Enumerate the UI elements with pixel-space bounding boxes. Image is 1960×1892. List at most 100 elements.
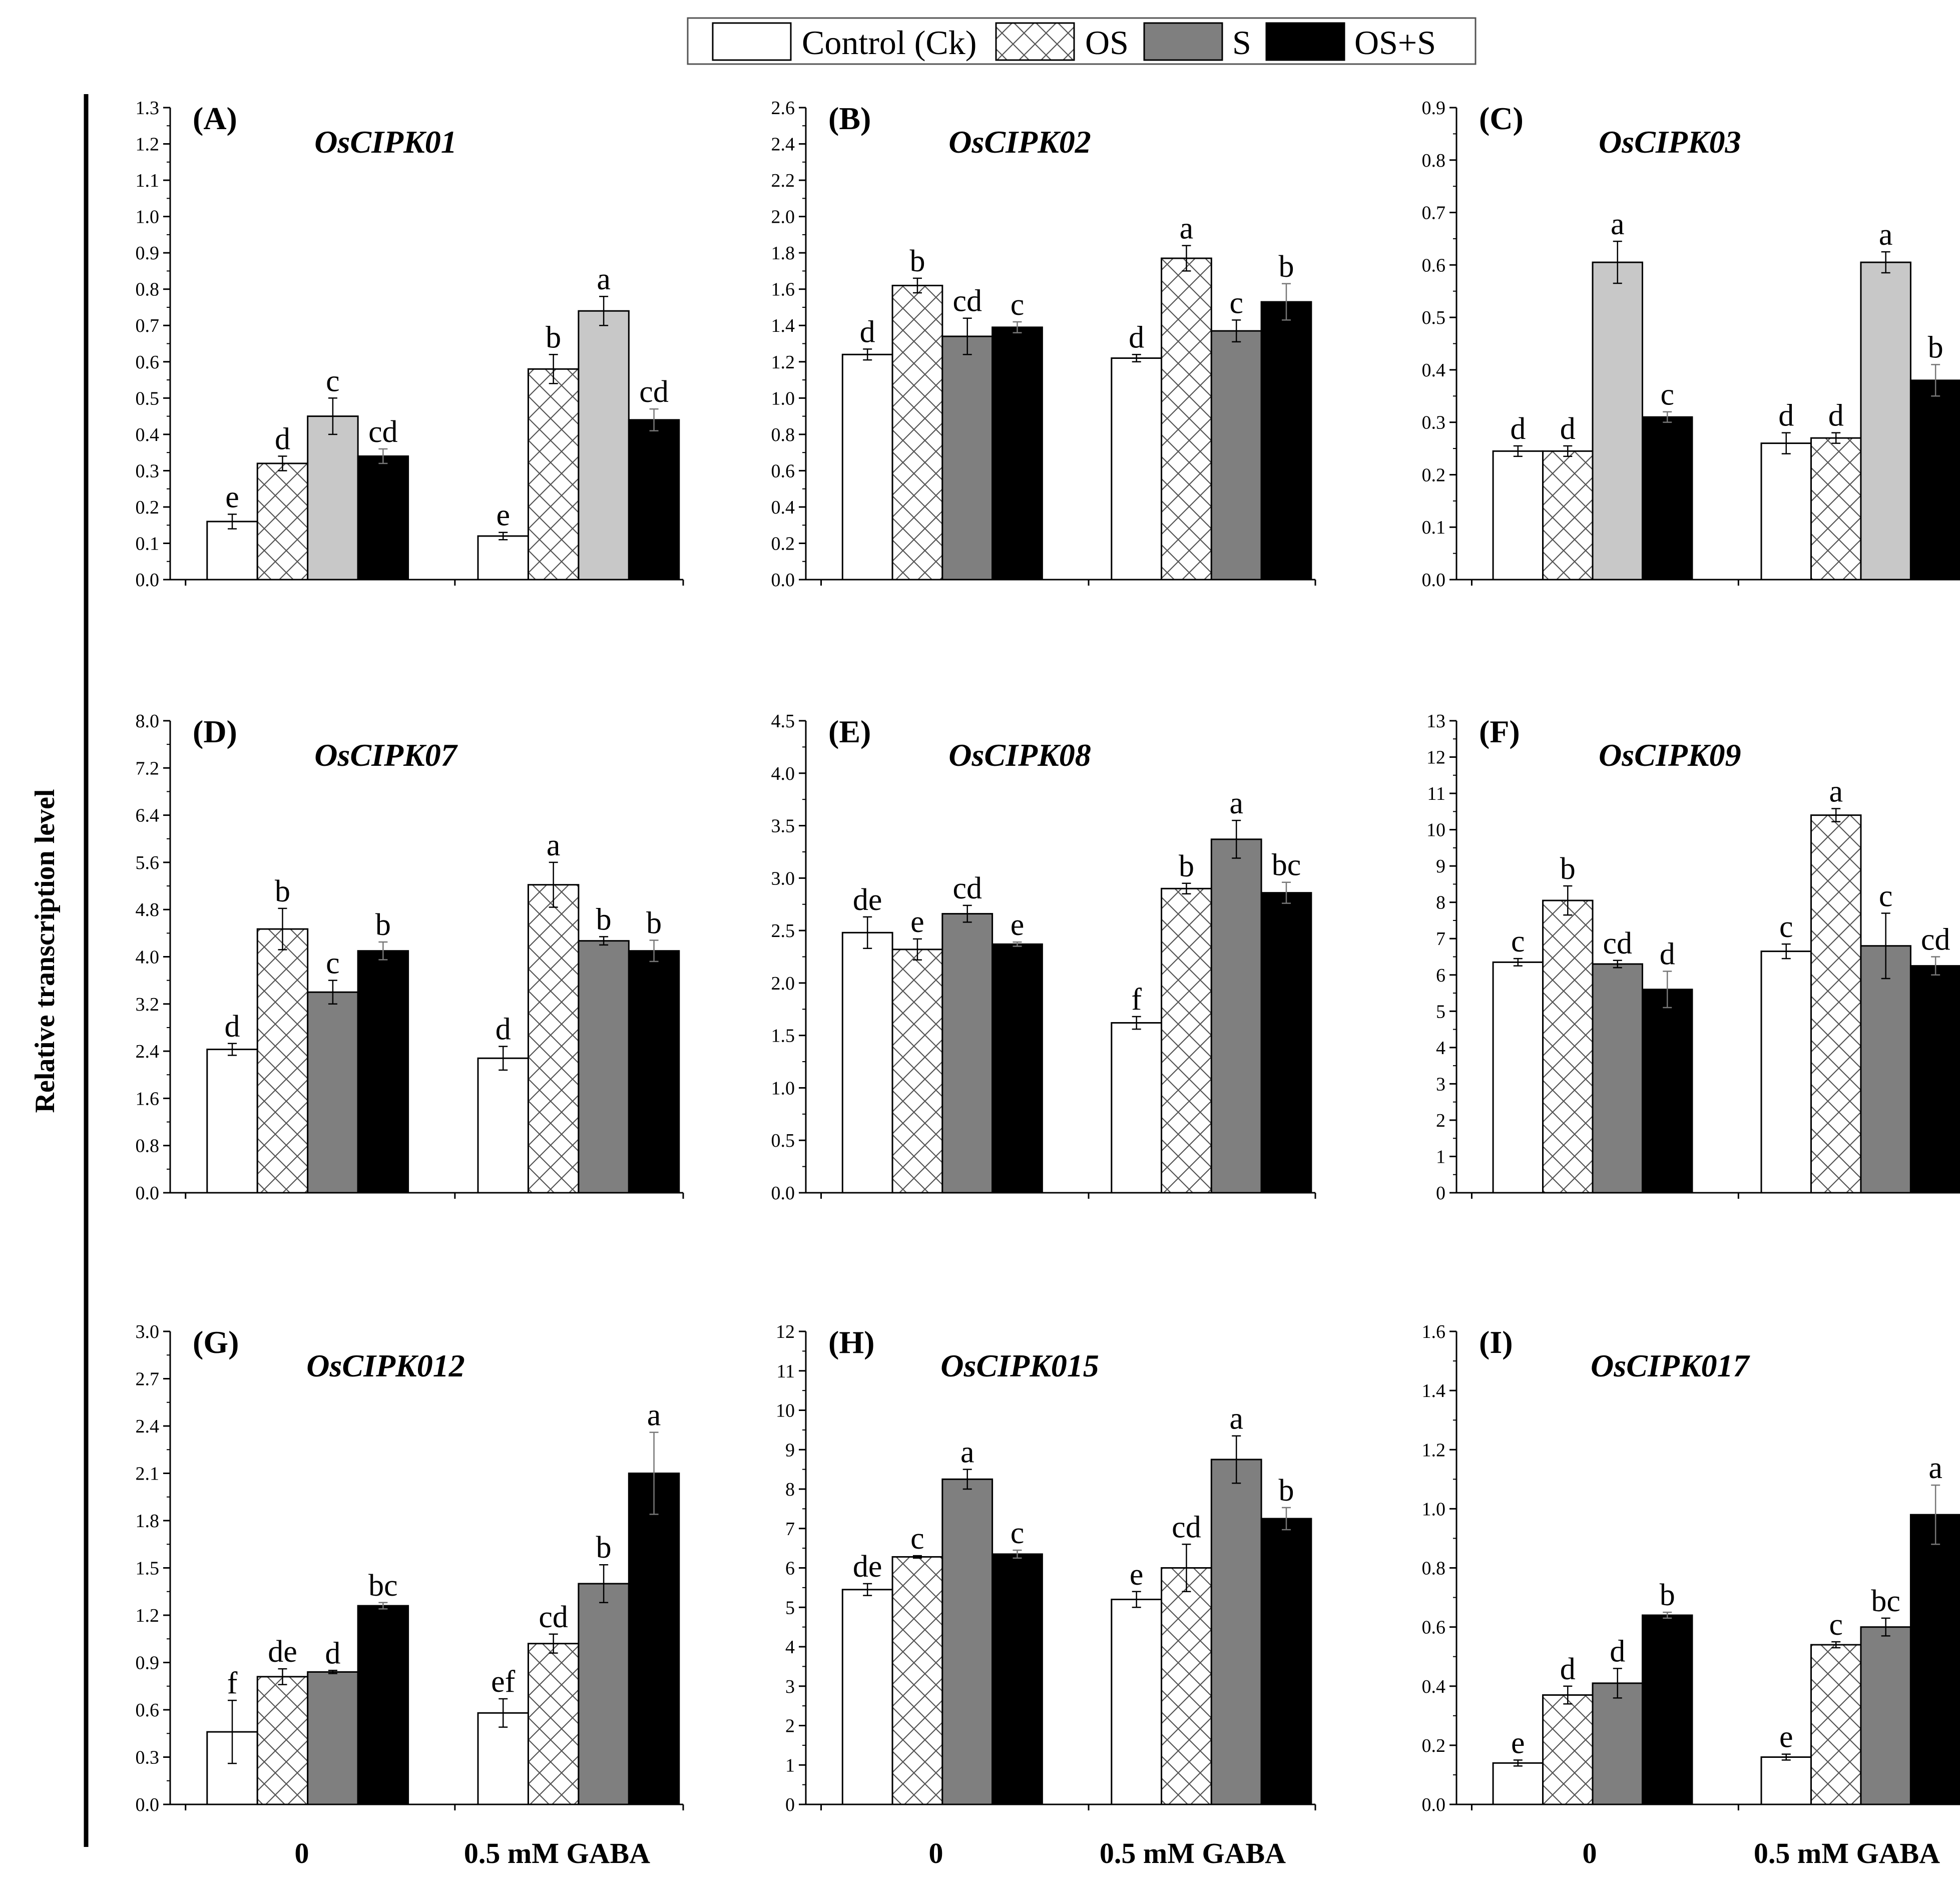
significance-letter: a (1229, 786, 1243, 820)
bar-oss-group-1 (1260, 892, 1312, 1194)
y-tick-label: 0.2 (1422, 1735, 1446, 1756)
bar-ck-group-0 (1492, 1762, 1544, 1805)
significance-letter: cd (639, 375, 669, 409)
bar-ck-group-0 (841, 1589, 893, 1805)
y-tick-label: 0.4 (136, 424, 160, 445)
y-tick-label: 2.4 (136, 1041, 160, 1062)
y-tick-label: 5 (785, 1597, 795, 1618)
y-tick-label: 2.5 (771, 920, 795, 941)
y-tick-label: 0 (785, 1794, 795, 1815)
y-tick-label: 0 (1436, 1183, 1445, 1204)
y-tick-label: 0.8 (1422, 150, 1446, 171)
y-tick-label: 1.2 (1422, 1440, 1446, 1461)
bar-ck-group-0 (206, 1049, 258, 1194)
significance-letter: a (1180, 212, 1194, 246)
significance-letter: a (647, 1398, 661, 1433)
bar-os-group-1 (1810, 437, 1862, 581)
significance-letter: c (910, 1522, 924, 1556)
y-tick-label: 0.5 (771, 1130, 795, 1151)
y-tick-label: 0.0 (771, 1183, 795, 1204)
bar-os-group-0 (256, 928, 309, 1194)
significance-letter: e (910, 905, 924, 939)
significance-letter: e (496, 499, 510, 533)
significance-letter: c (1511, 924, 1525, 959)
significance-letter: c (1829, 1608, 1843, 1642)
panel-label: (I) (1479, 1324, 1513, 1360)
bar-oss-group-0 (992, 326, 1043, 581)
y-tick-label: 6 (1436, 965, 1445, 986)
gene-title: OsCIPK03 (1599, 124, 1741, 160)
gene-title: OsCIPK02 (948, 124, 1091, 160)
panel-i: 0.0 0.2 0.4 0.6 0.8 1.0 1.2 1.4 1.6 (I) OsCIPK017 e… (1422, 1321, 1960, 1815)
panel-label: (G) (193, 1324, 239, 1360)
significance-letter: a (1829, 775, 1843, 809)
bar-os-group-1 (527, 368, 580, 581)
significance-letter: c (326, 364, 340, 398)
bar-ck-group-1 (477, 535, 529, 581)
significance-letter: d (860, 315, 875, 349)
y-tick-label: 2.4 (136, 1416, 160, 1437)
y-tick-label: 0.0 (136, 570, 160, 591)
y-tick-label: 1.0 (771, 388, 795, 409)
y-tick-label: 12 (1426, 747, 1445, 768)
y-tick-label: 1.0 (771, 1078, 795, 1099)
significance-letter: b (1278, 1474, 1294, 1508)
bar-oss-group-0 (1641, 1614, 1693, 1805)
significance-letter: a (547, 828, 561, 862)
legend-swatch-s (1143, 22, 1223, 61)
bar-os-group-0 (1542, 450, 1594, 581)
significance-letter: c (326, 947, 340, 981)
bar-os-group-1 (527, 1643, 580, 1805)
bar-s-group-0 (307, 415, 359, 581)
y-tick-label: 9 (1436, 856, 1445, 877)
legend: Control (Ck) OS S OS+S (687, 17, 1477, 65)
bar-oss-group-1 (628, 950, 680, 1194)
y-tick-label: 4 (1436, 1038, 1445, 1059)
y-tick-label: 1.8 (771, 243, 795, 264)
y-tick-label: 0.0 (771, 570, 795, 591)
significance-letter: cd (952, 284, 982, 318)
significance-letter: b (596, 1531, 612, 1565)
bar-s-group-1 (1210, 838, 1262, 1194)
significance-letter: cd (952, 871, 982, 905)
y-tick-label: 13 (1426, 711, 1445, 732)
bar-s-group-0 (1592, 261, 1643, 581)
y-tick-label: 0.6 (1422, 1617, 1446, 1638)
y-tick-label: 0.4 (1422, 360, 1446, 381)
y-tick-label: 10 (1426, 820, 1445, 841)
legend-label-s: S (1232, 24, 1251, 62)
panel-e: 0.0 0.5 1.0 1.5 2.0 2.5 3.0 3.5 4.0 4.5 (E) OsCIPK0… (771, 711, 1316, 1204)
bar-ck-group-1 (1760, 1756, 1812, 1805)
significance-letter: cd (539, 1600, 568, 1634)
bar-os-group-0 (256, 1676, 309, 1805)
significance-letter: d (1510, 412, 1526, 446)
bar-oss-group-0 (357, 1605, 409, 1805)
legend-label-oss: OS+S (1354, 24, 1436, 62)
panel-label: (D) (193, 714, 237, 749)
y-tick-label: 0.9 (136, 1653, 160, 1674)
bar-oss-group-0 (357, 950, 409, 1194)
y-tick-label: 2.2 (771, 170, 795, 191)
bar-oss-group-1 (1909, 379, 1960, 581)
bar-os-group-1 (1161, 1567, 1212, 1805)
significance-letter: e (225, 480, 239, 514)
significance-letter: c (1229, 286, 1243, 320)
significance-letter: d (1660, 937, 1675, 972)
significance-letter: cd (1603, 926, 1632, 961)
significance-letter: de (853, 1550, 882, 1584)
bar-s-group-1 (578, 1583, 630, 1805)
y-tick-label: 11 (776, 1361, 795, 1382)
y-tick-label: 4.0 (771, 763, 795, 784)
y-tick-label: 2.0 (771, 207, 795, 228)
y-tick-label: 8 (1436, 892, 1445, 913)
panel-b: 0.0 0.2 0.4 0.6 0.8 1.0 1.2 1.4 1.6 1.8 2.0 2.2 2.4 2… (771, 98, 1316, 591)
bar-s-group-0 (941, 913, 994, 1194)
y-tick-label: 0.0 (1422, 1794, 1446, 1815)
significance-letter: de (853, 883, 882, 917)
y-tick-label: 6.4 (136, 805, 160, 826)
significance-letter: c (1011, 288, 1025, 322)
significance-letter: de (268, 1635, 297, 1669)
significance-letter: d (1778, 399, 1794, 433)
y-tick-label: 0.0 (136, 1794, 160, 1815)
